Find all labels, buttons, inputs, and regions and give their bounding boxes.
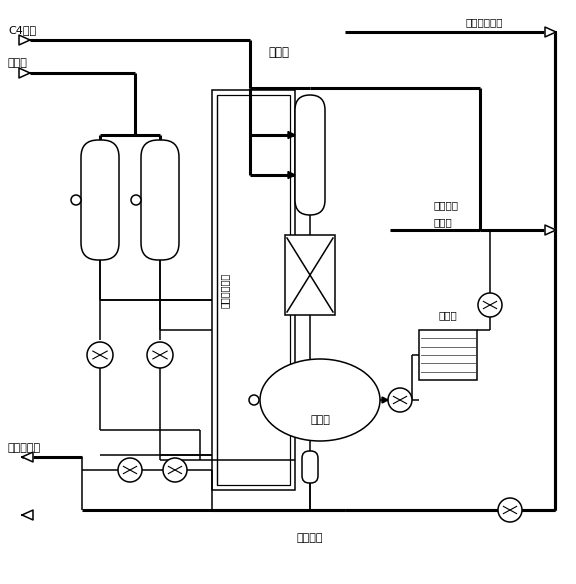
Polygon shape: [288, 131, 295, 138]
Text: 反应器: 反应器: [268, 46, 289, 58]
Polygon shape: [19, 35, 30, 45]
Text: 制冷剂: 制冷剂: [8, 58, 28, 68]
Circle shape: [478, 293, 502, 317]
FancyBboxPatch shape: [302, 451, 318, 483]
Text: 聚结器: 聚结器: [439, 310, 457, 320]
Text: 微环碗酸: 微环碗酸: [297, 533, 323, 543]
Text: 分高罐: 分高罐: [310, 415, 330, 425]
Text: C4原料: C4原料: [8, 25, 36, 35]
Bar: [217, 95, 290, 485]
Polygon shape: [288, 172, 295, 179]
Circle shape: [163, 458, 187, 482]
Circle shape: [87, 342, 113, 368]
Polygon shape: [19, 68, 30, 78]
Circle shape: [71, 195, 81, 205]
Text: 去分离: 去分离: [433, 217, 452, 227]
Bar: [212, 90, 295, 490]
Circle shape: [147, 342, 173, 368]
Text: 烷基化油: 烷基化油: [433, 200, 458, 210]
Bar: [419, 330, 477, 380]
Polygon shape: [22, 452, 33, 462]
Circle shape: [498, 498, 522, 522]
Circle shape: [118, 458, 142, 482]
FancyBboxPatch shape: [141, 140, 179, 260]
Text: 去分离、制冷: 去分离、制冷: [465, 17, 502, 27]
Text: 微通道反应区: 微通道反应区: [220, 272, 230, 308]
Polygon shape: [22, 510, 33, 520]
Polygon shape: [545, 225, 556, 235]
FancyBboxPatch shape: [295, 95, 325, 215]
Bar: [285, 235, 335, 315]
Circle shape: [131, 195, 141, 205]
Polygon shape: [382, 397, 388, 403]
Circle shape: [249, 395, 259, 405]
Text: 新鲜浓碗酸: 新鲜浓碗酸: [8, 443, 41, 453]
FancyBboxPatch shape: [81, 140, 119, 260]
Polygon shape: [545, 27, 556, 37]
Ellipse shape: [260, 359, 380, 441]
Circle shape: [388, 388, 412, 412]
